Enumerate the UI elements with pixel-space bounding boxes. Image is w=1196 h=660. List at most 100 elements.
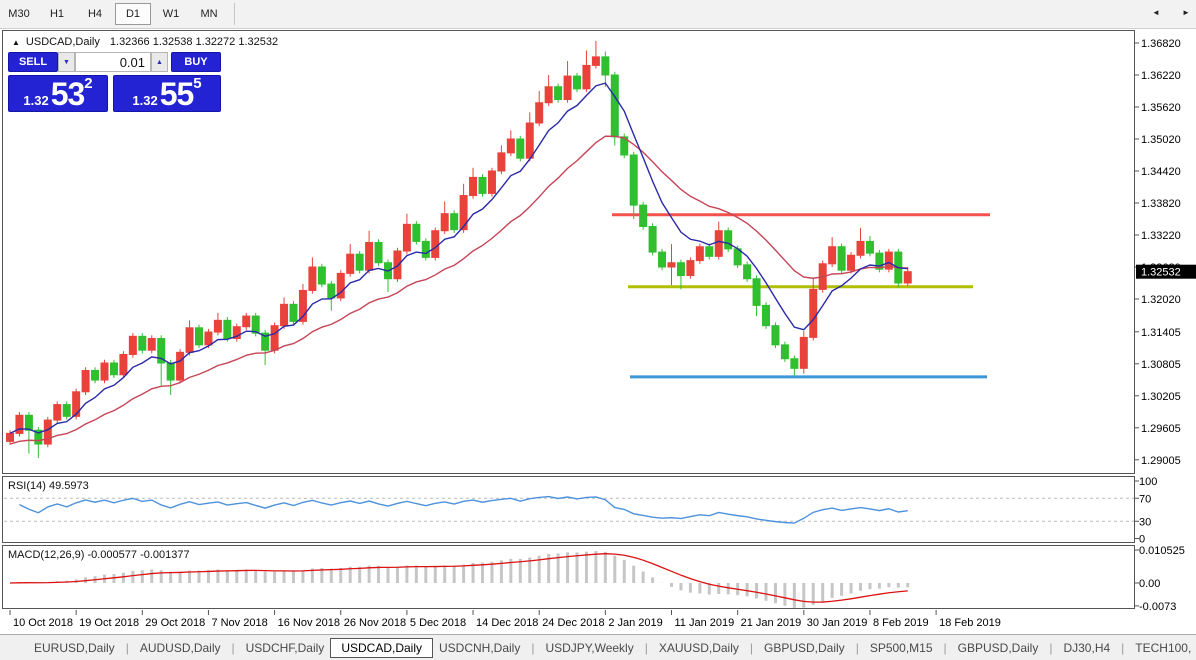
svg-text:30: 30 bbox=[1139, 516, 1151, 528]
timeframe-toolbar: M30 H1 H4 D1 W1 MN bbox=[0, 0, 1196, 29]
svg-text:1.35020: 1.35020 bbox=[1141, 134, 1181, 146]
svg-text:1.35620: 1.35620 bbox=[1141, 102, 1181, 114]
svg-text:7 Nov 2018: 7 Nov 2018 bbox=[211, 617, 267, 629]
sell-price-display[interactable]: 1.32 53 2 bbox=[8, 75, 108, 112]
tab-separator: | bbox=[749, 640, 753, 655]
chart-ohlc-values: 1.32366 1.32538 1.32272 1.32532 bbox=[109, 36, 279, 48]
rsi-plot bbox=[4, 495, 1134, 524]
svg-text:1.33220: 1.33220 bbox=[1141, 230, 1181, 242]
svg-text:1.33820: 1.33820 bbox=[1141, 198, 1181, 210]
tab-usdcnh-daily[interactable]: USDCNH,Daily bbox=[439, 640, 521, 655]
fast-moving-average-line bbox=[9, 82, 908, 435]
sell-price-pip: 2 bbox=[84, 75, 93, 92]
svg-text:1.29605: 1.29605 bbox=[1141, 423, 1181, 435]
timeframe-button-d1[interactable]: D1 bbox=[115, 3, 151, 25]
buy-button[interactable]: BUY bbox=[171, 52, 221, 72]
tab-separator: | bbox=[531, 640, 535, 655]
tab-tech100[interactable]: TECH100, bbox=[1135, 640, 1192, 655]
svg-text:16 Nov 2018: 16 Nov 2018 bbox=[278, 617, 340, 629]
tab-separator: | bbox=[943, 640, 947, 655]
tab-scroll-left-icon[interactable]: ◄ bbox=[1152, 8, 1160, 17]
svg-text:1.30205: 1.30205 bbox=[1141, 391, 1181, 403]
chart-symbol-label: USDCAD,Daily bbox=[25, 36, 100, 48]
svg-text:1.32532: 1.32532 bbox=[1141, 267, 1181, 279]
timeframe-button-mn[interactable]: MN bbox=[200, 8, 218, 20]
svg-text:1.32020: 1.32020 bbox=[1141, 294, 1181, 306]
svg-text:1.29005: 1.29005 bbox=[1141, 455, 1181, 467]
svg-text:26 Nov 2018: 26 Nov 2018 bbox=[344, 617, 406, 629]
chart-header: ▲ USDCAD,Daily 1.32366 1.32538 1.32272 1… bbox=[12, 36, 278, 48]
tab-eurusd-daily[interactable]: EURUSD,Daily bbox=[34, 640, 115, 655]
current-price-tag: 1.32532 bbox=[1136, 264, 1196, 279]
rsi-indicator-label: RSI(14) 49.5973 bbox=[8, 480, 89, 492]
svg-text:14 Dec 2018: 14 Dec 2018 bbox=[476, 617, 538, 629]
svg-text:70: 70 bbox=[1139, 493, 1151, 505]
collapse-panel-icon[interactable]: ▲ bbox=[12, 37, 20, 47]
buy-price-pip: 5 bbox=[193, 75, 202, 92]
volume-increase-button[interactable]: ▲ bbox=[151, 52, 168, 72]
sell-button[interactable]: SELL bbox=[8, 52, 58, 72]
rsi-axis: 100 70 30 0 bbox=[1135, 476, 1157, 546]
candlestick-series bbox=[6, 40, 912, 458]
svg-text:100: 100 bbox=[1139, 476, 1157, 488]
svg-text:1.31405: 1.31405 bbox=[1141, 327, 1181, 339]
svg-text:10 Oct 2018: 10 Oct 2018 bbox=[13, 617, 73, 629]
buy-price-prefix: 1.32 bbox=[132, 93, 158, 108]
svg-text:11 Jan 2019: 11 Jan 2019 bbox=[675, 617, 735, 629]
sell-price-main: 53 bbox=[50, 76, 86, 112]
svg-text:0.010525: 0.010525 bbox=[1139, 545, 1185, 557]
svg-text:19 Oct 2018: 19 Oct 2018 bbox=[79, 617, 139, 629]
svg-text:2 Jan 2019: 2 Jan 2019 bbox=[608, 617, 662, 629]
tab-separator: | bbox=[1049, 640, 1053, 655]
buy-price-display[interactable]: 1.32 55 5 bbox=[113, 75, 221, 112]
date-axis: 10 Oct 2018 19 Oct 2018 29 Oct 2018 7 Nov 2… bbox=[9, 610, 1001, 629]
svg-text:21 Jan 2019: 21 Jan 2019 bbox=[741, 617, 802, 629]
tab-gbpusd-daily[interactable]: GBPUSD,Daily bbox=[764, 640, 845, 655]
price-axis: 1.36820 1.36220 1.35620 1.35020 1.34420 1.338… bbox=[1135, 38, 1181, 467]
tab-sp500-m15[interactable]: SP500,M15 bbox=[869, 640, 933, 655]
volume-decrease-button[interactable]: ▼ bbox=[58, 52, 75, 72]
svg-text:0.00: 0.00 bbox=[1139, 578, 1160, 590]
tab-dj30-h4[interactable]: DJ30,H4 bbox=[1063, 640, 1111, 655]
timeframe-button-w1[interactable]: W1 bbox=[162, 8, 180, 20]
macd-plot bbox=[9, 551, 910, 608]
macd-indicator-label: MACD(12,26,9) -0.000577 -0.001377 bbox=[8, 549, 190, 561]
tab-audusd-daily[interactable]: AUDUSD,Daily bbox=[139, 640, 221, 655]
svg-text:18 Feb 2019: 18 Feb 2019 bbox=[939, 617, 1001, 629]
timeframe-button-h4[interactable]: H4 bbox=[87, 8, 103, 20]
volume-input[interactable]: 0.01 bbox=[75, 52, 151, 72]
tab-scroll-right-icon[interactable]: ► bbox=[1182, 8, 1190, 17]
svg-text:24 Dec 2018: 24 Dec 2018 bbox=[542, 617, 604, 629]
timeframe-button-h1[interactable]: H1 bbox=[49, 8, 65, 20]
macd-axis: 0.010525 0.00 -0.0073 bbox=[1135, 545, 1185, 613]
svg-text:-0.0073: -0.0073 bbox=[1139, 601, 1176, 613]
tab-gbpusd-daily[interactable]: GBPUSD,Daily bbox=[957, 640, 1039, 655]
tab-usdcad-daily[interactable]: USDCAD,Daily bbox=[330, 637, 433, 658]
tab-usdchf-daily[interactable]: USDCHF,Daily bbox=[245, 640, 325, 655]
timeframe-button-m30[interactable]: M30 bbox=[8, 8, 30, 20]
one-click-trade-panel: SELL ▼ 0.01 ▲ BUY 1.32 53 2 1.32 55 5 bbox=[8, 52, 224, 112]
rsi-panel bbox=[2, 476, 1135, 543]
sell-price-prefix: 1.32 bbox=[23, 93, 49, 108]
tab-separator: | bbox=[1121, 640, 1125, 655]
tab-separator: | bbox=[644, 640, 648, 655]
tab-xauusd-daily[interactable]: XAUUSD,Daily bbox=[658, 640, 739, 655]
slow-moving-average-line bbox=[9, 135, 908, 445]
svg-text:30 Jan 2019: 30 Jan 2019 bbox=[807, 617, 868, 629]
svg-text:1.36220: 1.36220 bbox=[1141, 70, 1181, 82]
tab-separator: | bbox=[125, 640, 129, 655]
svg-text:1.30805: 1.30805 bbox=[1141, 359, 1181, 371]
svg-text:29 Oct 2018: 29 Oct 2018 bbox=[145, 617, 205, 629]
toolbar-separator bbox=[234, 3, 235, 25]
chart-tab-bar: EURUSD,Daily | AUDUSD,Daily | USDCHF,Daily US… bbox=[0, 634, 1196, 660]
tab-usdjpy-weekly[interactable]: USDJPY,Weekly bbox=[545, 640, 634, 655]
svg-text:5 Dec 2018: 5 Dec 2018 bbox=[410, 617, 466, 629]
svg-text:1.36820: 1.36820 bbox=[1141, 38, 1181, 50]
svg-text:1.34420: 1.34420 bbox=[1141, 166, 1181, 178]
buy-price-main: 55 bbox=[159, 76, 195, 112]
tab-separator: | bbox=[855, 640, 859, 655]
svg-text:0: 0 bbox=[1139, 534, 1145, 546]
tab-separator: | bbox=[231, 640, 235, 655]
